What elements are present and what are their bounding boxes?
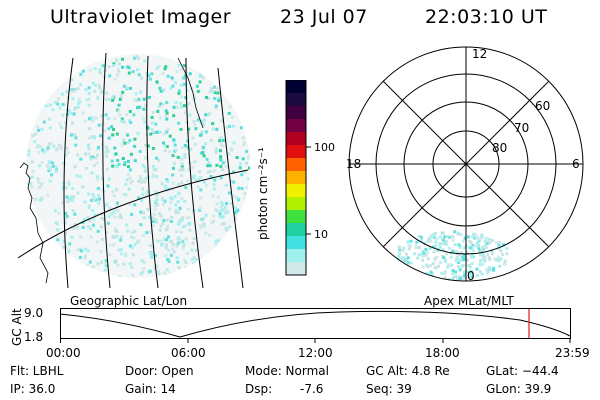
meridian-line (217, 67, 244, 288)
instrument-title: Ultraviolet Imager (50, 6, 232, 28)
colorbar-cell (286, 80, 306, 94)
colorbar-tick-10: 10 (314, 228, 328, 241)
xtick-0600: 06:00 (171, 346, 206, 360)
altitude-curve (60, 310, 571, 338)
info-seq: Seq: 39 (366, 382, 412, 396)
xtick-2359: 23:59 (555, 346, 590, 360)
colorbar-cell (286, 197, 306, 211)
info-gc-alt: GC Alt: 4.8 Re (366, 364, 450, 378)
polar-emission-pixels (397, 230, 509, 281)
colorbar-cell (286, 119, 306, 133)
altitude-ylabel: GC Alt (10, 308, 24, 346)
color-scale-bar: 100 10 (285, 80, 335, 276)
lat-label-80: 80 (492, 141, 507, 155)
info-flt: Flt: LBHL (10, 364, 64, 378)
meridian-line (102, 52, 111, 288)
colorbar-cell (286, 106, 306, 120)
geographic-label: Geographic Lat/Lon (70, 294, 188, 308)
altitude-ytick-bottom: 1.8 (24, 330, 44, 344)
colorbar-cell (286, 158, 306, 172)
colorbar-cell (286, 236, 306, 250)
meridian-line (63, 57, 74, 288)
info-glat: GLat: −44.4 (486, 364, 559, 378)
colorbar-cell (286, 184, 306, 198)
mlt-label-18: 18 (346, 157, 361, 171)
info-dsp-value: -7.6 (300, 382, 324, 396)
mlt-label-6: 6 (572, 157, 580, 171)
xtick-1200: 12:00 (298, 346, 333, 360)
coastline (19, 57, 204, 284)
date-label: 23 Jul 07 (280, 6, 368, 28)
info-mode: Mode: Normal (245, 364, 329, 378)
info-glon: GLon: 39.9 (486, 382, 552, 396)
altitude-plot (60, 308, 571, 343)
colorbar-cell (286, 93, 306, 107)
mlt-label-0: 0 (467, 269, 475, 283)
colorbar-unit-label: photon cm⁻²s⁻¹ (256, 147, 270, 240)
altitude-ytick-top: 9.0 (24, 306, 44, 320)
meridian-line (146, 55, 159, 288)
info-door: Door: Open (125, 364, 194, 378)
polar-grid (348, 46, 584, 282)
xtick-1800: 18:00 (425, 346, 460, 360)
colorbar-cell (286, 249, 306, 263)
info-ip: IP: 36.0 (10, 382, 56, 396)
polar-mlat-mlt-panel: 12 18 6 0 60 70 80 (346, 46, 584, 283)
info-gain: Gain: 14 (125, 382, 176, 396)
meridian-line (185, 57, 204, 288)
apex-label: Apex MLat/MLT (424, 294, 514, 308)
lat-label-70: 70 (514, 121, 529, 135)
info-dsp: Dsp: (245, 382, 273, 396)
time-label: 22:03:10 UT (425, 6, 548, 28)
colorbar-cell (286, 145, 306, 159)
colorbar-cell (286, 262, 306, 276)
geo-emission-pixels (27, 55, 250, 278)
colorbar-cell (286, 223, 306, 237)
colorbar-cell (286, 171, 306, 185)
latitude-line (18, 169, 249, 259)
altitude-xticks (60, 338, 571, 343)
geo-gridlines (18, 52, 249, 288)
colorbar-cell (286, 210, 306, 224)
lat-label-60: 60 (535, 99, 550, 113)
mlt-label-12: 12 (472, 47, 487, 61)
geographic-image-panel (18, 52, 250, 288)
xtick-0000: 00:00 (46, 346, 81, 360)
colorbar-tick-100: 100 (314, 141, 335, 154)
colorbar-cell (286, 132, 306, 146)
